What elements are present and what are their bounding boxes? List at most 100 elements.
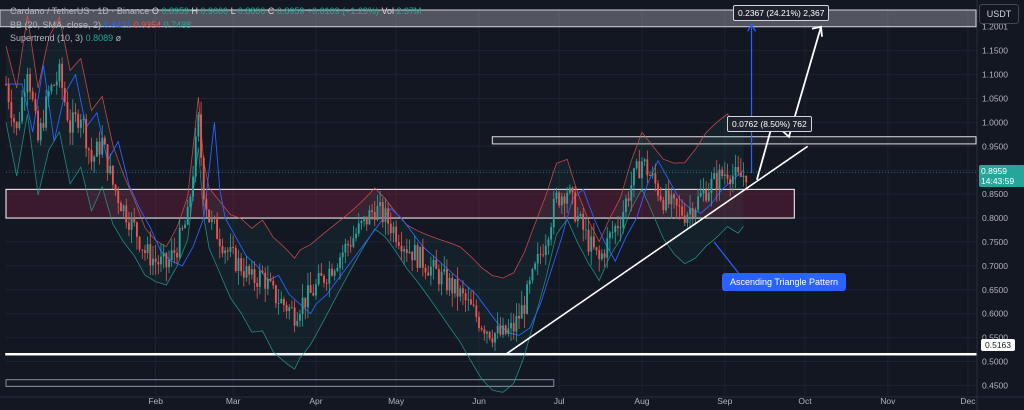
candle-body [157, 262, 160, 265]
candle-body [483, 329, 486, 334]
pattern-annotation[interactable]: Ascending Triangle Pattern [722, 273, 847, 291]
candle-body [544, 245, 547, 256]
candle-body [467, 299, 470, 301]
candle-body [368, 210, 371, 225]
candle-body [39, 123, 42, 141]
candle-body [181, 227, 184, 229]
candle-body [325, 282, 328, 284]
candle-body [510, 322, 512, 329]
candle-body [576, 216, 579, 222]
bb-lower-value: 0.7488 [163, 20, 192, 30]
candle-body [584, 229, 587, 231]
candle-body [299, 313, 301, 321]
y-tick-label: 0.6500 [982, 285, 1008, 295]
currency-button[interactable]: USDT [979, 4, 1019, 24]
candle-body [400, 245, 403, 252]
candle-body [478, 316, 480, 329]
y-tick-label: 0.9500 [982, 141, 1008, 151]
supertrend-value: 0.8089 [85, 33, 114, 43]
bb-label: BB (20, SMA, close, 2) [10, 20, 102, 30]
symbol-title[interactable]: Cardano / TetherUS · 1D · Binance [10, 6, 150, 16]
ohlc-low-label: L [230, 6, 236, 16]
candle-body [659, 195, 662, 200]
bb-upper-line [5, 15, 744, 279]
projection-arrowhead [811, 25, 823, 37]
candle-body [550, 227, 553, 240]
candle-body [85, 119, 88, 149]
zone-resistance [491, 136, 977, 145]
candle-body [566, 192, 569, 204]
supertrend-legend[interactable]: Supertrend (10, 3) 0.8089 ø [10, 33, 121, 43]
x-tick-label: May [388, 396, 405, 406]
candle-body [475, 305, 478, 317]
candle-body [285, 305, 288, 312]
ohlc-low-value: 0.8800 [237, 6, 266, 16]
candle-body [114, 184, 117, 191]
candle-body [282, 299, 285, 306]
candle-body [651, 173, 654, 176]
candle-body [638, 161, 641, 179]
candle-body [606, 238, 609, 258]
candle-body [77, 114, 80, 128]
candle-body [552, 198, 555, 228]
candle-body [331, 268, 333, 276]
candle-body [633, 168, 635, 186]
x-tick-label: Oct [798, 396, 812, 406]
candle-body [654, 173, 657, 184]
bollinger-legend[interactable]: BB (20, SMA, close, 2) 0.8421 0.9354 0.7… [10, 20, 191, 30]
candle-body [619, 227, 622, 229]
y-tick-label: 0.8000 [982, 213, 1008, 223]
candle-body [357, 223, 360, 234]
candle-body [384, 208, 387, 223]
candle-body [419, 246, 422, 268]
candle-body [488, 331, 491, 339]
candle-body [502, 325, 504, 335]
candle-body [413, 245, 416, 261]
candle-body [432, 259, 435, 267]
x-tick-label: Jul [554, 396, 565, 406]
measure-label-upper: 0.2367 (24.21%) 2,367 [733, 5, 830, 21]
bb-basis-value: 0.8421 [103, 20, 132, 30]
y-tick-label: 0.5000 [982, 357, 1008, 367]
candle-body [13, 118, 15, 123]
candle-body [173, 250, 176, 253]
candle-body [718, 169, 721, 190]
candle-body [427, 272, 430, 276]
ohlc-close-value: 0.8959 [276, 6, 305, 16]
candle-body [221, 246, 224, 254]
candle-body [264, 272, 267, 289]
candle-body [726, 174, 729, 179]
candle-body [363, 216, 366, 221]
ohlc-high-label: H [191, 6, 199, 16]
x-tick-label: Jun [472, 396, 486, 406]
candle-body [603, 253, 606, 258]
candle-body [705, 189, 708, 201]
candle-body [288, 307, 291, 312]
candle-body [352, 238, 355, 247]
candle-body [216, 218, 219, 240]
candle-body [186, 207, 189, 225]
candle-body [37, 110, 40, 141]
candle-body [248, 266, 251, 275]
candle-body [21, 97, 23, 122]
candle-body [416, 245, 419, 268]
candle-body [360, 220, 363, 224]
candle-body [630, 185, 633, 201]
candle-body [616, 226, 619, 228]
ohlc-open-value: 0.8959 [161, 6, 189, 16]
candle-body [520, 305, 523, 319]
candle-body [344, 243, 347, 253]
candle-body [643, 159, 646, 162]
x-tick-label: Aug [634, 396, 649, 406]
candle-body [341, 252, 344, 258]
candle-body [218, 239, 221, 247]
candle-body [323, 275, 325, 283]
candle-body [256, 282, 259, 287]
candle-body [579, 213, 582, 217]
candle-body [162, 252, 165, 257]
candle-body [512, 322, 515, 332]
candle-body [713, 173, 716, 179]
candle-body [66, 102, 69, 121]
candle-body [515, 316, 518, 332]
